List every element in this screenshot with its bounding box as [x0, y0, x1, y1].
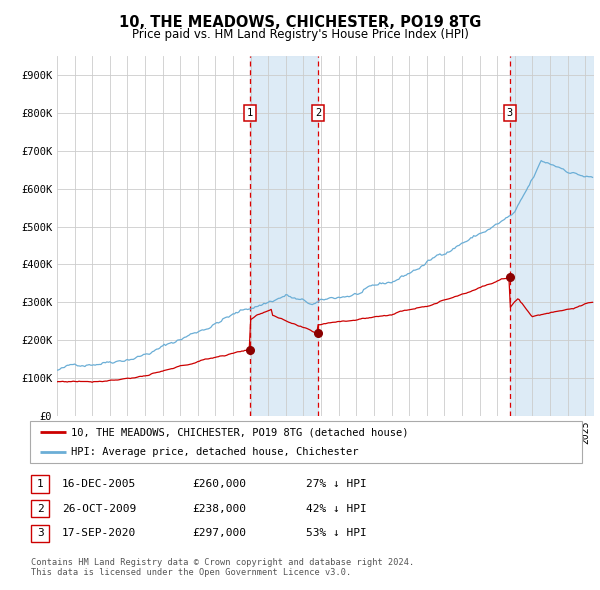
Text: 1: 1: [247, 108, 253, 118]
Text: 10, THE MEADOWS, CHICHESTER, PO19 8TG: 10, THE MEADOWS, CHICHESTER, PO19 8TG: [119, 15, 481, 30]
Text: HPI: Average price, detached house, Chichester: HPI: Average price, detached house, Chic…: [71, 447, 359, 457]
Text: £260,000: £260,000: [192, 479, 246, 489]
Text: Contains HM Land Registry data © Crown copyright and database right 2024.
This d: Contains HM Land Registry data © Crown c…: [31, 558, 415, 577]
Text: 26-OCT-2009: 26-OCT-2009: [62, 504, 136, 513]
Text: 1: 1: [37, 479, 44, 489]
Bar: [509, 56, 594, 416]
Text: 42% ↓ HPI: 42% ↓ HPI: [306, 504, 367, 513]
Text: 27% ↓ HPI: 27% ↓ HPI: [306, 479, 367, 489]
Text: 3: 3: [506, 108, 513, 118]
Text: Price paid vs. HM Land Registry's House Price Index (HPI): Price paid vs. HM Land Registry's House …: [131, 28, 469, 41]
Text: £297,000: £297,000: [192, 529, 246, 538]
Text: 10, THE MEADOWS, CHICHESTER, PO19 8TG (detached house): 10, THE MEADOWS, CHICHESTER, PO19 8TG (d…: [71, 427, 409, 437]
Text: 17-SEP-2020: 17-SEP-2020: [62, 529, 136, 538]
Bar: [250, 56, 318, 416]
Text: 3: 3: [37, 529, 44, 538]
Text: £238,000: £238,000: [192, 504, 246, 513]
Text: 16-DEC-2005: 16-DEC-2005: [62, 479, 136, 489]
Text: 2: 2: [37, 504, 44, 513]
Text: 2: 2: [315, 108, 321, 118]
Text: 53% ↓ HPI: 53% ↓ HPI: [306, 529, 367, 538]
